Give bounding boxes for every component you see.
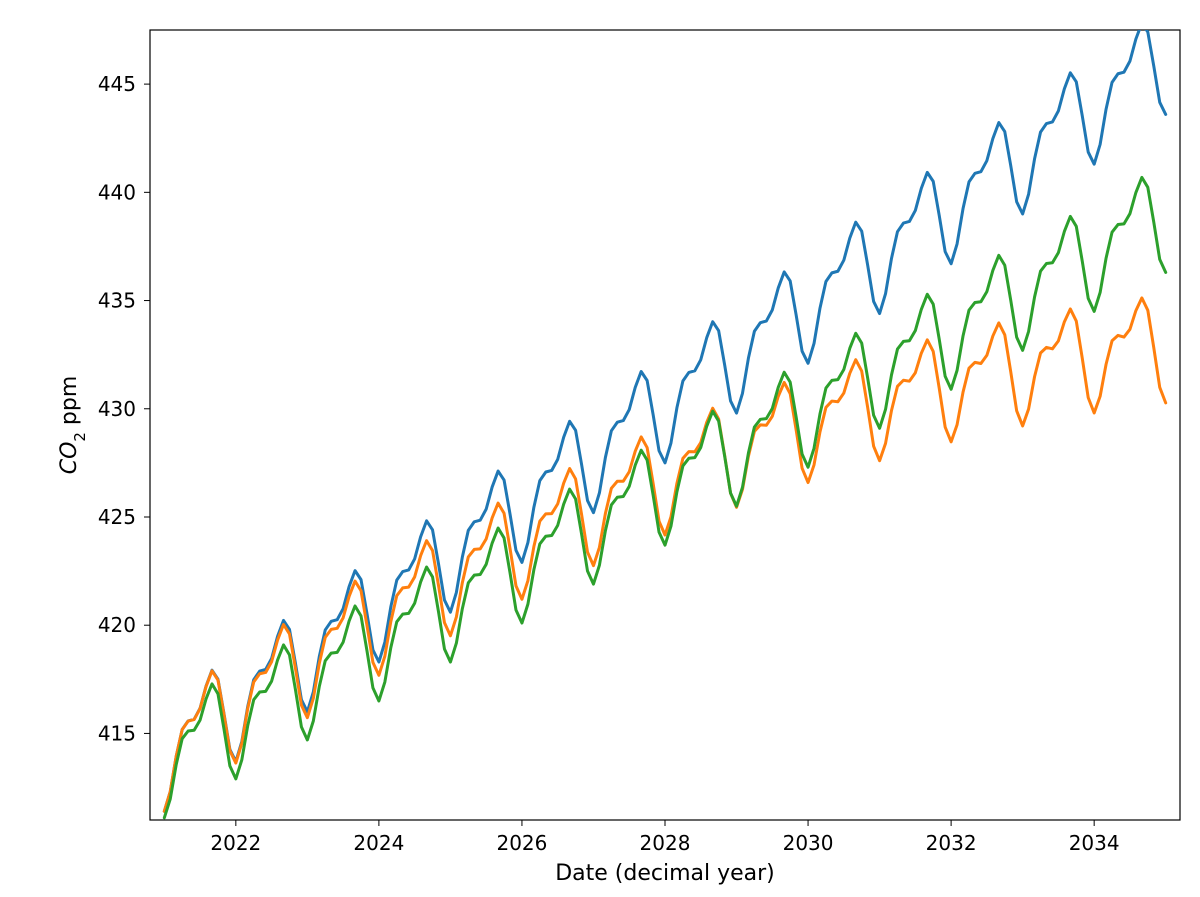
y-tick-label: 425 (98, 505, 136, 529)
x-tick-label: 2026 (496, 831, 547, 855)
y-tick-label: 445 (98, 72, 136, 96)
x-tick-label: 2024 (353, 831, 404, 855)
x-tick-label: 2032 (926, 831, 977, 855)
x-axis-label: Date (decimal year) (555, 861, 775, 886)
x-tick-label: 2030 (783, 831, 834, 855)
chart-background (0, 0, 1200, 897)
y-tick-label: 420 (98, 613, 136, 637)
y-tick-label: 435 (98, 289, 136, 313)
y-tick-label: 430 (98, 397, 136, 421)
x-tick-label: 2028 (640, 831, 691, 855)
co2-line-chart: 2022 2024 2026 2028 2030 2032 2034 415 420 425 430… (0, 0, 1200, 897)
x-tick-label: 2022 (210, 831, 261, 855)
chart-container: 2022 2024 2026 2028 2030 2032 2034 415 420 425 430… (0, 0, 1200, 897)
y-tick-label: 440 (98, 180, 136, 204)
y-tick-label: 415 (98, 721, 136, 745)
x-tick-label: 2034 (1069, 831, 1120, 855)
